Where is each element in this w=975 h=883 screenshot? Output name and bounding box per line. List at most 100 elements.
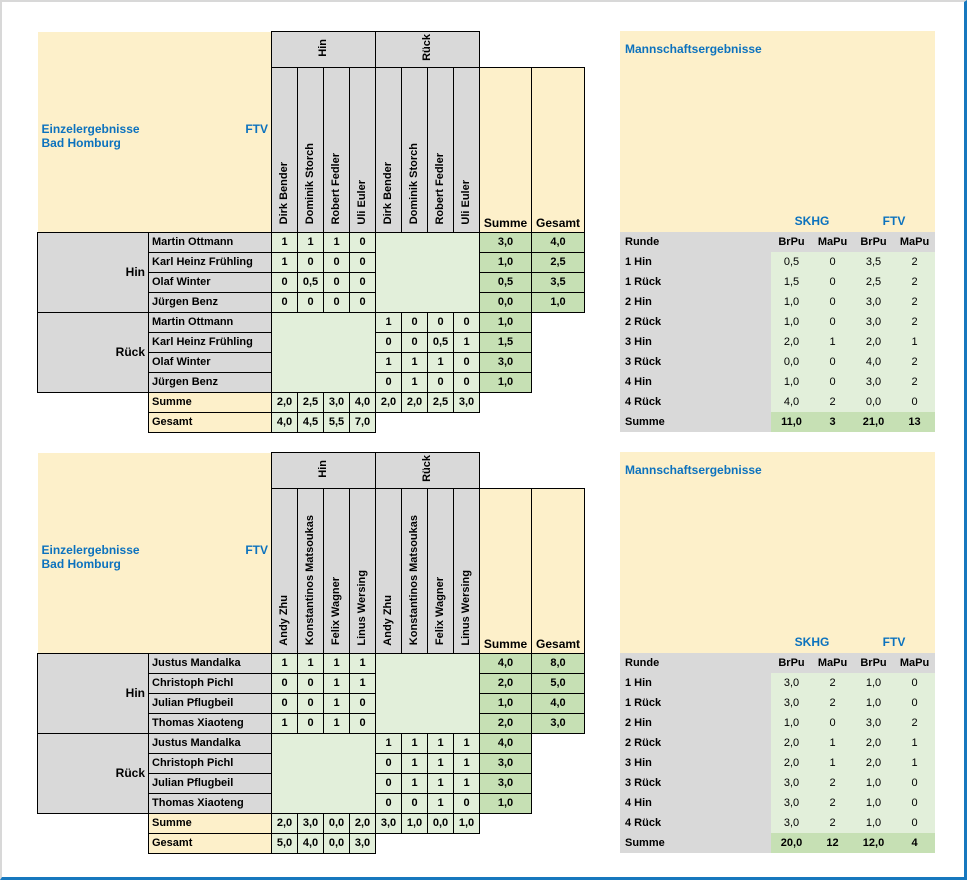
result-cell[interactable]: 0 — [271, 272, 298, 293]
away-player-header[interactable]: Dirk Bender — [271, 67, 298, 233]
rueck-row-group-label[interactable]: Rück — [37, 733, 149, 814]
team-result-cell[interactable]: 0 — [894, 392, 935, 412]
team-result-cell[interactable]: 2 — [894, 272, 935, 292]
team-result-cell[interactable]: 2,0 — [771, 753, 812, 773]
gesamt-column-header[interactable]: Gesamt — [531, 488, 586, 654]
away-player-header[interactable]: Robert Fedler — [323, 67, 350, 233]
result-cell[interactable]: 0 — [297, 673, 324, 694]
column-summe-cell[interactable]: 2,0 — [271, 392, 298, 413]
points-header[interactable]: MaPu — [894, 232, 935, 252]
row-summe-cell[interactable]: 0,5 — [479, 272, 533, 293]
column-summe-cell[interactable]: 2,0 — [401, 392, 429, 413]
row-gesamt-cell[interactable]: 2,5 — [531, 252, 586, 273]
home-player-label[interactable]: Olaf Winter — [148, 272, 272, 293]
summe-row-label[interactable]: Summe — [148, 392, 272, 413]
result-cell[interactable]: 0 — [348, 272, 377, 293]
result-cell[interactable]: 1 — [323, 713, 350, 734]
home-player-label[interactable]: Christoph Pichl — [148, 673, 272, 694]
result-cell[interactable]: 0 — [453, 312, 481, 333]
summe-column-header[interactable]: Summe — [479, 67, 533, 233]
hin-row-group-label[interactable]: Hin — [37, 653, 149, 734]
result-cell[interactable]: 1 — [323, 232, 350, 253]
result-cell[interactable]: 1 — [453, 753, 481, 774]
result-cell[interactable]: 0 — [348, 292, 377, 313]
row-gesamt-cell[interactable]: 4,0 — [531, 232, 586, 253]
result-cell[interactable]: 0 — [348, 252, 377, 273]
round-label[interactable]: 1 Rück — [620, 693, 771, 713]
result-cell[interactable]: 1 — [375, 733, 403, 754]
result-cell[interactable]: 1 — [401, 733, 429, 754]
row-gesamt-cell[interactable]: 8,0 — [531, 653, 586, 674]
team-summe-cell[interactable]: 11,0 — [771, 412, 812, 432]
away-player-header[interactable]: Robert Fedler — [427, 67, 455, 233]
points-header[interactable]: BrPu — [771, 232, 812, 252]
column-gesamt-cell[interactable]: 5,0 — [271, 833, 298, 854]
result-cell[interactable]: 1 — [271, 653, 298, 674]
team-results-title-cell[interactable]: Mannschaftsergebnisse — [620, 31, 935, 212]
home-player-label[interactable]: Christoph Pichl — [148, 753, 272, 774]
team-ftv-header[interactable]: FTV — [853, 633, 935, 653]
row-gesamt-cell[interactable]: 3,5 — [531, 272, 586, 293]
away-player-header[interactable]: Andy Zhu — [375, 488, 403, 654]
column-summe-cell[interactable]: 0,0 — [323, 813, 350, 834]
team-result-cell[interactable]: 3,0 — [771, 773, 812, 793]
result-cell[interactable]: 1 — [323, 653, 350, 674]
team-result-cell[interactable]: 2,0 — [853, 753, 894, 773]
row-summe-cell[interactable]: 1,5 — [479, 332, 533, 353]
team-result-cell[interactable]: 1,0 — [853, 673, 894, 693]
column-summe-cell[interactable]: 3,0 — [375, 813, 403, 834]
result-cell[interactable]: 0 — [427, 372, 455, 393]
points-header[interactable]: MaPu — [894, 653, 935, 673]
round-label[interactable]: 2 Rück — [620, 733, 771, 753]
row-summe-cell[interactable]: 3,0 — [479, 232, 533, 253]
result-cell[interactable]: 1 — [323, 673, 350, 694]
result-cell[interactable]: 1 — [453, 773, 481, 794]
team-result-cell[interactable]: 0 — [894, 793, 935, 813]
column-summe-cell[interactable]: 2,5 — [297, 392, 324, 413]
team-result-cell[interactable]: 0 — [894, 813, 935, 833]
column-gesamt-cell[interactable]: 4,5 — [297, 412, 324, 433]
result-cell[interactable]: 0 — [401, 332, 429, 353]
team-result-cell[interactable]: 3,0 — [853, 292, 894, 312]
away-player-header[interactable]: Dominik Storch — [401, 67, 429, 233]
row-summe-cell[interactable]: 2,0 — [479, 673, 533, 694]
column-summe-cell[interactable]: 3,0 — [297, 813, 324, 834]
away-player-header[interactable]: Linus Wersing — [453, 488, 481, 654]
away-player-header[interactable]: Dirk Bender — [375, 67, 403, 233]
team-result-cell[interactable]: 4,0 — [771, 392, 812, 412]
runde-header[interactable]: Runde — [620, 232, 771, 252]
result-cell[interactable]: 1 — [297, 653, 324, 674]
team-result-cell[interactable]: 2,5 — [853, 272, 894, 292]
team-result-cell[interactable]: 3,0 — [771, 673, 812, 693]
result-cell[interactable]: 1 — [348, 673, 377, 694]
rueck-group-header[interactable]: Rück — [375, 31, 481, 68]
result-cell[interactable]: 1 — [323, 693, 350, 714]
row-gesamt-cell[interactable]: 4,0 — [531, 693, 586, 714]
team-result-cell[interactable]: 1,0 — [771, 292, 812, 312]
away-player-header[interactable]: Konstantinos Matsoukas — [401, 488, 429, 654]
gesamt-row-label[interactable]: Gesamt — [148, 833, 272, 854]
result-cell[interactable]: 1 — [427, 773, 455, 794]
hin-group-header[interactable]: Hin — [270, 452, 377, 489]
round-label[interactable]: 1 Rück — [620, 272, 771, 292]
team-result-cell[interactable]: 2,0 — [853, 332, 894, 352]
team-result-cell[interactable]: 0 — [812, 713, 853, 733]
team-result-cell[interactable]: 1,0 — [853, 813, 894, 833]
result-cell[interactable]: 0 — [271, 673, 298, 694]
team-results-title-cell[interactable]: Mannschaftsergebnisse — [620, 452, 935, 633]
result-cell[interactable]: 1 — [427, 753, 455, 774]
team-result-cell[interactable]: 2 — [894, 252, 935, 272]
row-summe-cell[interactable]: 4,0 — [479, 653, 533, 674]
round-label[interactable]: 3 Hin — [620, 332, 771, 352]
round-label[interactable]: 4 Rück — [620, 392, 771, 412]
team-result-cell[interactable]: 0 — [812, 312, 853, 332]
home-player-label[interactable]: Justus Mandalka — [148, 653, 272, 674]
points-header[interactable]: BrPu — [771, 653, 812, 673]
team-result-cell[interactable]: 3,0 — [771, 793, 812, 813]
rueck-group-header[interactable]: Rück — [375, 452, 481, 489]
team-result-cell[interactable]: 2,0 — [771, 332, 812, 352]
home-player-label[interactable]: Karl Heinz Frühling — [148, 332, 272, 353]
row-summe-cell[interactable]: 2,0 — [479, 713, 533, 734]
hin-group-header[interactable]: Hin — [270, 31, 377, 68]
team-result-cell[interactable]: 0 — [894, 773, 935, 793]
